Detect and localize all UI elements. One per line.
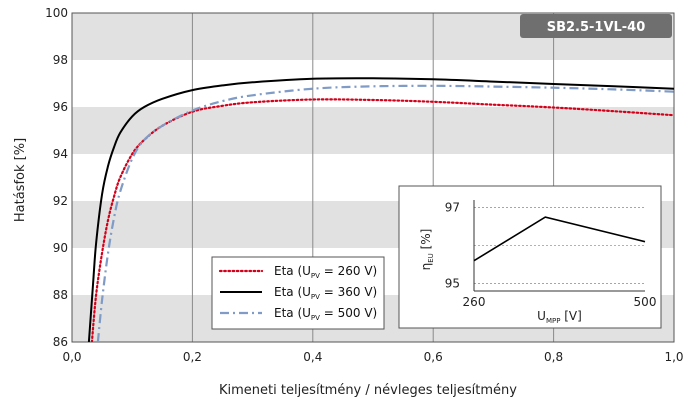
series-line-0 bbox=[90, 98, 674, 342]
y-tick-label: 88 bbox=[53, 288, 68, 302]
legend-label-0: Eta (UPV = 260 V) bbox=[274, 264, 377, 280]
y-tick-label: 100 bbox=[45, 6, 68, 20]
x-tick-label: 0,0 bbox=[62, 350, 81, 364]
y-tick-labels: 86 88 90 92 94 96 98 100 bbox=[45, 6, 68, 349]
series-layer bbox=[87, 77, 674, 342]
plot-frame bbox=[71, 12, 675, 343]
y-tick-label: 86 bbox=[53, 335, 68, 349]
series-line-1 bbox=[87, 77, 674, 342]
y-tick-label: 92 bbox=[53, 194, 68, 208]
inset-x-tick-label: 500 bbox=[634, 295, 657, 309]
y-tick-label: 98 bbox=[53, 53, 68, 67]
model-badge-background bbox=[520, 14, 672, 38]
inset-line bbox=[473, 216, 646, 262]
inset-marks bbox=[473, 216, 646, 262]
inset-y-tick-label: 95 bbox=[445, 276, 460, 290]
inset-x-axis-label: UMPP [V] bbox=[537, 309, 582, 325]
y-tick-label: 96 bbox=[53, 100, 68, 114]
inset-x-tick-label: 260 bbox=[463, 295, 486, 309]
series-line-2 bbox=[96, 84, 674, 342]
x-tick-label: 0,2 bbox=[183, 350, 202, 364]
inset-gridlines bbox=[473, 200, 645, 292]
y-tick-label: 94 bbox=[53, 147, 68, 161]
inset-y-tick-label: 97 bbox=[445, 201, 460, 215]
model-badge: SB2.5-1VL-40 bbox=[520, 14, 672, 38]
x-tick-label: 1,0 bbox=[664, 350, 683, 364]
inset-y-axis-label: ηEU [%] bbox=[419, 229, 435, 271]
model-badge-label: SB2.5-1VL-40 bbox=[547, 20, 646, 35]
x-tick-label: 0,4 bbox=[303, 350, 322, 364]
x-tick-label: 0,8 bbox=[544, 350, 563, 364]
legend-label-1: Eta (UPV = 360 V) bbox=[274, 285, 377, 301]
y-tick-label: 90 bbox=[53, 241, 68, 255]
x-axis-label: Kimeneti teljesítmény / névleges teljesí… bbox=[219, 383, 517, 398]
legend: Eta (UPV = 260 V) Eta (UPV = 360 V) Eta (U… bbox=[211, 256, 385, 330]
x-tick-label: 0,6 bbox=[424, 350, 443, 364]
y-axis-label: Hatásfok [%] bbox=[13, 138, 28, 222]
grid-band bbox=[72, 107, 674, 154]
inset-box bbox=[398, 185, 662, 329]
x-tick-labels: 0,0 0,2 0,4 0,6 0,8 1,0 bbox=[62, 350, 683, 364]
legend-label-2: Eta (UPV = 500 V) bbox=[274, 306, 377, 322]
